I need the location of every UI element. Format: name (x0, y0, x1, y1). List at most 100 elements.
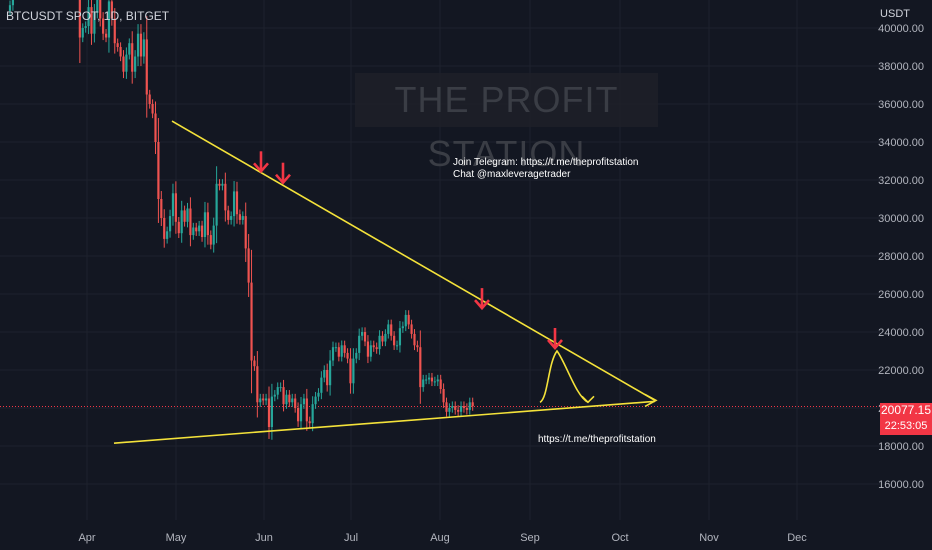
candle-body (221, 183, 224, 186)
price-tick-label: 34000.00 (878, 137, 924, 149)
candle-body (457, 409, 460, 412)
candle-body (413, 333, 416, 346)
candle-body (282, 387, 285, 405)
candle-body (323, 370, 326, 378)
candle-body (445, 402, 448, 412)
candle-body (384, 333, 387, 342)
candle-body (148, 94, 151, 104)
candle-body (395, 345, 399, 347)
candle-body (136, 33, 140, 57)
candle-body (390, 324, 393, 336)
candle-body (375, 347, 378, 350)
candle-body (314, 396, 317, 405)
candle-body (131, 43, 134, 72)
time-tick-label: Oct (611, 532, 628, 544)
candle-body (363, 332, 367, 342)
symbol-title[interactable]: BTCUSDT SPOT, 1D, BITGET (6, 9, 170, 23)
candle-body (340, 345, 343, 357)
candle-body (264, 398, 268, 401)
watermark-text: THE PROFIT STATION (394, 79, 619, 174)
candle-body (378, 335, 381, 350)
candle-body (430, 377, 434, 382)
candle-body (119, 47, 122, 57)
candle-body (372, 345, 375, 348)
price-tick-label: 40000.00 (878, 23, 924, 35)
candle-body (436, 379, 439, 382)
candle-body (235, 191, 239, 215)
candle-body (168, 216, 172, 232)
time-tick-label: Aug (430, 532, 450, 544)
red-arrowhead (275, 173, 291, 185)
red-arrowhead (547, 339, 563, 350)
candle-body (174, 193, 177, 222)
candle-body (253, 360, 256, 367)
candle-body (244, 216, 247, 249)
forecast-path (539, 349, 589, 404)
candle-body (241, 216, 244, 220)
candle-body (442, 389, 445, 403)
candle-body (454, 406, 457, 410)
candle-body (465, 408, 468, 410)
candle-body (299, 404, 303, 422)
last-price-badge: 20077.15 (880, 403, 932, 417)
candle-body (459, 406, 463, 412)
candle-body (78, 0, 81, 38)
candle-body (81, 28, 84, 38)
price-tick-label: 26000.00 (878, 289, 924, 301)
candle-body (352, 358, 355, 384)
candle-body (166, 231, 169, 239)
price-tick-label: 36000.00 (878, 99, 924, 111)
candle-body (8, 5, 12, 11)
candle-body (139, 33, 143, 57)
time-tick-label: Sep (520, 532, 540, 544)
candle-body (198, 225, 201, 232)
candle-body (433, 381, 436, 383)
bar-countdown: 22:53:05 (880, 417, 932, 435)
candle-body (288, 394, 291, 403)
candle-body (320, 377, 323, 393)
candle-body (110, 1, 113, 19)
telegram-link-text: Join Telegram: https://t.me/theprofitsta… (453, 157, 639, 168)
time-tick-label: Jun (255, 532, 273, 544)
candle-body (331, 347, 335, 361)
candle-body (471, 402, 474, 407)
candle-body (369, 345, 372, 357)
candle-body (209, 235, 212, 245)
candle-body (462, 406, 466, 408)
candle-body (171, 193, 175, 217)
candle-body (177, 221, 180, 234)
candle-body (250, 282, 253, 361)
candle-body (361, 332, 364, 336)
candle-body (230, 216, 233, 220)
candle-body (212, 225, 215, 245)
forecast-arrowhead (581, 395, 595, 404)
candle-body (393, 335, 396, 346)
candle-body (180, 210, 183, 234)
time-axis[interactable]: Apr May Jun Jul Aug Sep Oct Nov Dec (78, 532, 807, 544)
time-tick-label: May (166, 532, 187, 544)
time-tick-label: Apr (78, 532, 95, 544)
price-tick-label: 28000.00 (878, 251, 924, 263)
candle-body (122, 56, 125, 72)
candle-body (200, 225, 204, 237)
candle-body (203, 212, 207, 237)
drawings-layer (113, 120, 658, 444)
candle-body (238, 214, 241, 220)
candle-body (160, 199, 163, 218)
candle-body (259, 398, 262, 403)
candle-body (419, 347, 422, 388)
candle-body (183, 210, 186, 222)
candle-body (276, 387, 279, 395)
bottom-link-note: https://t.me/theprofitstation (538, 434, 656, 445)
candle-body (422, 379, 425, 388)
watermark: THE PROFIT STATION (355, 73, 658, 174)
candle-body (87, 7, 90, 27)
candle-body (279, 387, 282, 389)
candle-body (381, 335, 384, 342)
candle-body (206, 212, 209, 236)
candle-body (96, 0, 99, 13)
candle-body (425, 379, 428, 381)
candle-body (157, 142, 160, 199)
candle-body (346, 352, 349, 359)
